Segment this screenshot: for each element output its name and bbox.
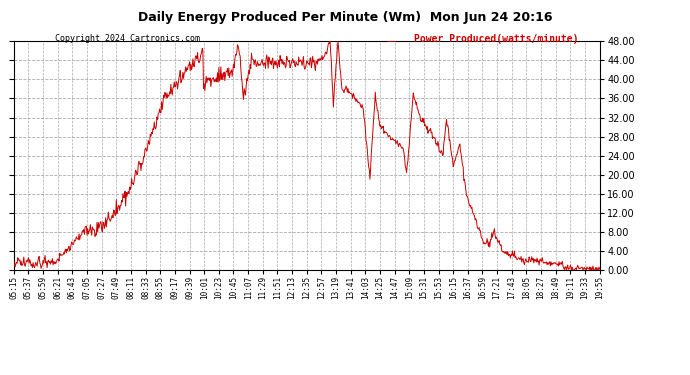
Text: —: — <box>386 36 396 46</box>
Text: Daily Energy Produced Per Minute (Wm)  Mon Jun 24 20:16: Daily Energy Produced Per Minute (Wm) Mo… <box>138 11 552 24</box>
Text: Power Produced(watts/minute): Power Produced(watts/minute) <box>414 34 578 44</box>
Text: Copyright 2024 Cartronics.com: Copyright 2024 Cartronics.com <box>55 34 200 43</box>
